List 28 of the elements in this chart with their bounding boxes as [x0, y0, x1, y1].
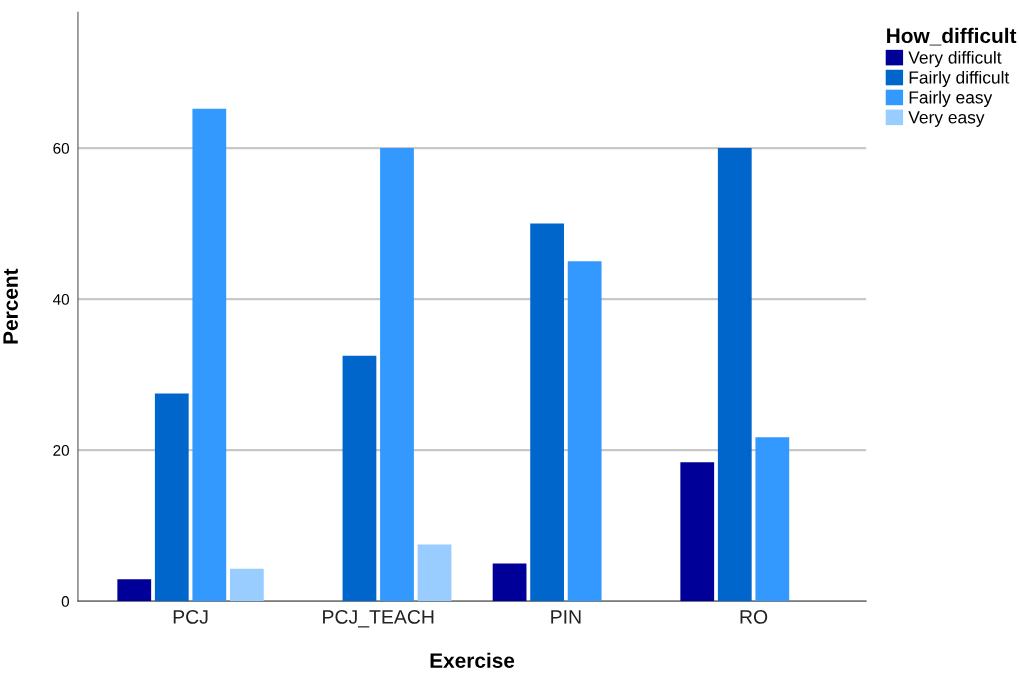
y-tick-label: 60 — [53, 142, 70, 154]
bar — [417, 544, 452, 602]
bar — [154, 393, 189, 602]
bar — [229, 568, 264, 602]
bar — [680, 462, 715, 602]
legend-label: Very difficult — [908, 50, 1002, 68]
bar — [530, 223, 565, 602]
y-tick-label: 20 — [53, 445, 70, 456]
bar — [755, 437, 790, 602]
bar — [342, 355, 377, 602]
legend-label: Fairly easy — [909, 90, 993, 107]
legend-label: Fairly difficult — [909, 70, 1010, 88]
bar — [117, 579, 152, 602]
bar — [380, 148, 414, 602]
x-tick-label: PCJ_TEACH — [323, 610, 434, 628]
y-tick-label: 0 — [61, 596, 70, 607]
x-tick-label: PIN — [551, 610, 581, 624]
legend-title: How_difficult — [887, 27, 1017, 46]
x-axis-title: Exercise — [430, 652, 515, 668]
bar — [492, 563, 527, 602]
y-tick-label: 40 — [52, 294, 70, 305]
bar — [717, 148, 752, 602]
legend-label: Very easy — [908, 111, 985, 127]
x-tick-label: PCJ — [173, 610, 208, 624]
y-axis-title: Percent — [3, 268, 18, 344]
x-tick-label: RO — [740, 610, 768, 624]
bar — [192, 108, 227, 602]
bar — [567, 261, 602, 602]
